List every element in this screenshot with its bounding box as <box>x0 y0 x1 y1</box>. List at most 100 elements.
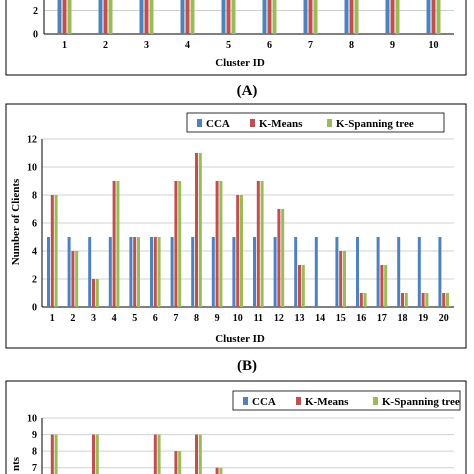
panel-a-bar-k-means <box>226 0 231 34</box>
legend-label-k-spanning-tree: K-Spanning tree <box>382 396 460 408</box>
panel-b-x-tick-label: 16 <box>356 313 366 324</box>
panel-c-bar-k-spanning-tree <box>95 434 99 474</box>
panel-b-x-tick-label: 3 <box>91 313 96 324</box>
panel-a-y-tick-label: 2 <box>33 6 38 17</box>
panel-b-x-tick-label: 2 <box>70 313 75 324</box>
panel-c-chart: CCA K-Means K-Spanning tree 7 8 9 10 nts <box>5 380 467 474</box>
panel-b-bar-cca <box>232 237 236 307</box>
panel-b-y-tick-label: 6 <box>32 219 37 230</box>
legend-swatch-cca <box>243 397 248 405</box>
panel-b-bar-k-means <box>359 293 363 307</box>
panel-a-x-tick-label: 5 <box>226 40 231 51</box>
panel-a-bar-k-means <box>144 0 149 34</box>
panel-b-bar-k-spanning-tree <box>157 237 161 307</box>
panel-a-label: (A) <box>237 83 258 99</box>
panel-b-x-axis-title: Cluster ID <box>215 333 265 345</box>
panel-c-bar-k-means <box>153 434 157 474</box>
panel-b-x-tick-label: 6 <box>153 313 158 324</box>
panel-a-bar-k-means <box>349 0 354 34</box>
panel-b-bar-k-means <box>92 279 95 307</box>
panel-c-y-tick-label: 8 <box>32 447 37 458</box>
panel-b-x-tick-label: 19 <box>418 313 428 324</box>
panel-b-bar-k-means <box>256 181 260 307</box>
panel-a-bar-k-spanning-tree <box>436 0 441 34</box>
panel-a-bar-cca <box>344 0 349 34</box>
panel-b-y-tick-label: 4 <box>32 247 37 258</box>
panel-b-y-axis-title: Number of Clients <box>10 178 22 265</box>
panel-b-label: (B) <box>237 358 257 374</box>
panel-b-bar-cca <box>191 237 195 307</box>
panel-a-bar-k-means <box>308 0 313 34</box>
legend-swatch-k-spanning-tree <box>327 119 332 127</box>
panel-b-bar-cca <box>129 237 133 307</box>
legend-label-cca: CCA <box>252 396 276 408</box>
panel-b-bar-cca <box>67 237 71 307</box>
panel-b-bar-k-spanning-tree <box>260 181 264 307</box>
panel-b-bar-cca <box>150 237 153 307</box>
panel-b-bar-k-spanning-tree <box>425 293 429 307</box>
panel-b-bar-k-spanning-tree <box>95 279 99 307</box>
panel-c-frame <box>5 380 467 474</box>
legend-box <box>232 390 461 411</box>
legend-swatch-k-spanning-tree <box>373 397 378 405</box>
panel-b-bar-k-spanning-tree <box>343 251 346 307</box>
panel-c-bar-k-means <box>215 467 219 474</box>
panel-b-bar-k-means <box>50 195 54 307</box>
panel-b-x-tick-label: 4 <box>112 313 117 324</box>
panel-b-bar-cca <box>376 237 380 307</box>
panel-b-x-tick-label: 9 <box>215 313 220 324</box>
panel-b-bar-k-spanning-tree <box>301 265 305 307</box>
panel-b-y-tick-label: 0 <box>32 303 37 314</box>
panel-a-bar-k-spanning-tree <box>395 0 400 34</box>
panel-b-bar-k-means <box>195 153 198 307</box>
legend-swatch-cca <box>197 119 202 127</box>
panel-b-bar-cca <box>335 237 339 307</box>
panel-b-bar-cca <box>397 237 401 307</box>
panel-b-bar-k-spanning-tree <box>116 181 120 307</box>
panel-b-bar-cca <box>170 237 174 307</box>
panel-b-x-tick-label: 13 <box>295 313 305 324</box>
panel-b-bar-k-means <box>421 293 425 307</box>
panel-a-bar-k-spanning-tree <box>108 0 113 34</box>
legend-label-cca: CCA <box>206 118 230 130</box>
panel-a-x-axis-title: Cluster ID <box>215 57 265 69</box>
legend-swatch-k-means <box>296 397 301 405</box>
panel-b-bar-k-means <box>339 251 343 307</box>
panel-b-bar-k-means <box>380 265 384 307</box>
panel-b-bar-k-spanning-tree <box>178 181 182 307</box>
panel-a-bar-cca <box>57 0 62 34</box>
panel-b-bar-k-means <box>174 181 178 307</box>
panel-a-bar-k-spanning-tree <box>354 0 359 34</box>
panel-b-bar-cca <box>417 237 421 307</box>
panel-b-bar-k-means <box>71 251 75 307</box>
panel-b-y-tick-label: 10 <box>27 163 37 174</box>
legend-swatch-k-means <box>250 119 255 127</box>
panel-c-bar-k-spanning-tree <box>54 434 58 474</box>
panel-a-bar-cca <box>262 0 267 34</box>
panel-b-bar-cca <box>273 237 277 307</box>
panel-b-y-tick-label: 2 <box>32 275 37 286</box>
panel-a-x-tick-label: 2 <box>103 40 108 51</box>
panel-c-y-tick-label: 7 <box>32 463 37 474</box>
panel-a-x-tick-label: 8 <box>349 40 354 51</box>
panel-b-bar-k-means <box>401 293 404 307</box>
panel-a-x-tick-label: 3 <box>144 40 149 51</box>
panel-b-bar-k-means <box>277 209 281 307</box>
panel-b-x-tick-label: 12 <box>274 313 284 324</box>
panel-b-bar-cca <box>253 237 256 307</box>
panel-a-bar-cca <box>139 0 144 34</box>
panel-a-x-tick-label: 9 <box>390 40 395 51</box>
panel-b-bar-k-spanning-tree <box>384 265 388 307</box>
legend-label-k-means: K-Means <box>259 118 303 130</box>
panel-a-bar-k-means <box>62 0 67 34</box>
panel-a-chart: 0 2 1 2 3 4 5 6 7 8 9 10 Cluster ID <box>5 0 467 76</box>
panel-a-x-tick-label: 7 <box>308 40 313 51</box>
panel-c-bar-k-spanning-tree <box>219 467 223 474</box>
panel-a-bar-cca <box>221 0 226 34</box>
panel-b-bar-k-means <box>215 181 219 307</box>
panel-b-bar-k-spanning-tree <box>137 237 140 307</box>
panel-a-bar-k-spanning-tree <box>190 0 195 34</box>
panel-a-bar-k-spanning-tree <box>67 0 72 34</box>
panel-b-bar-k-means <box>153 237 157 307</box>
